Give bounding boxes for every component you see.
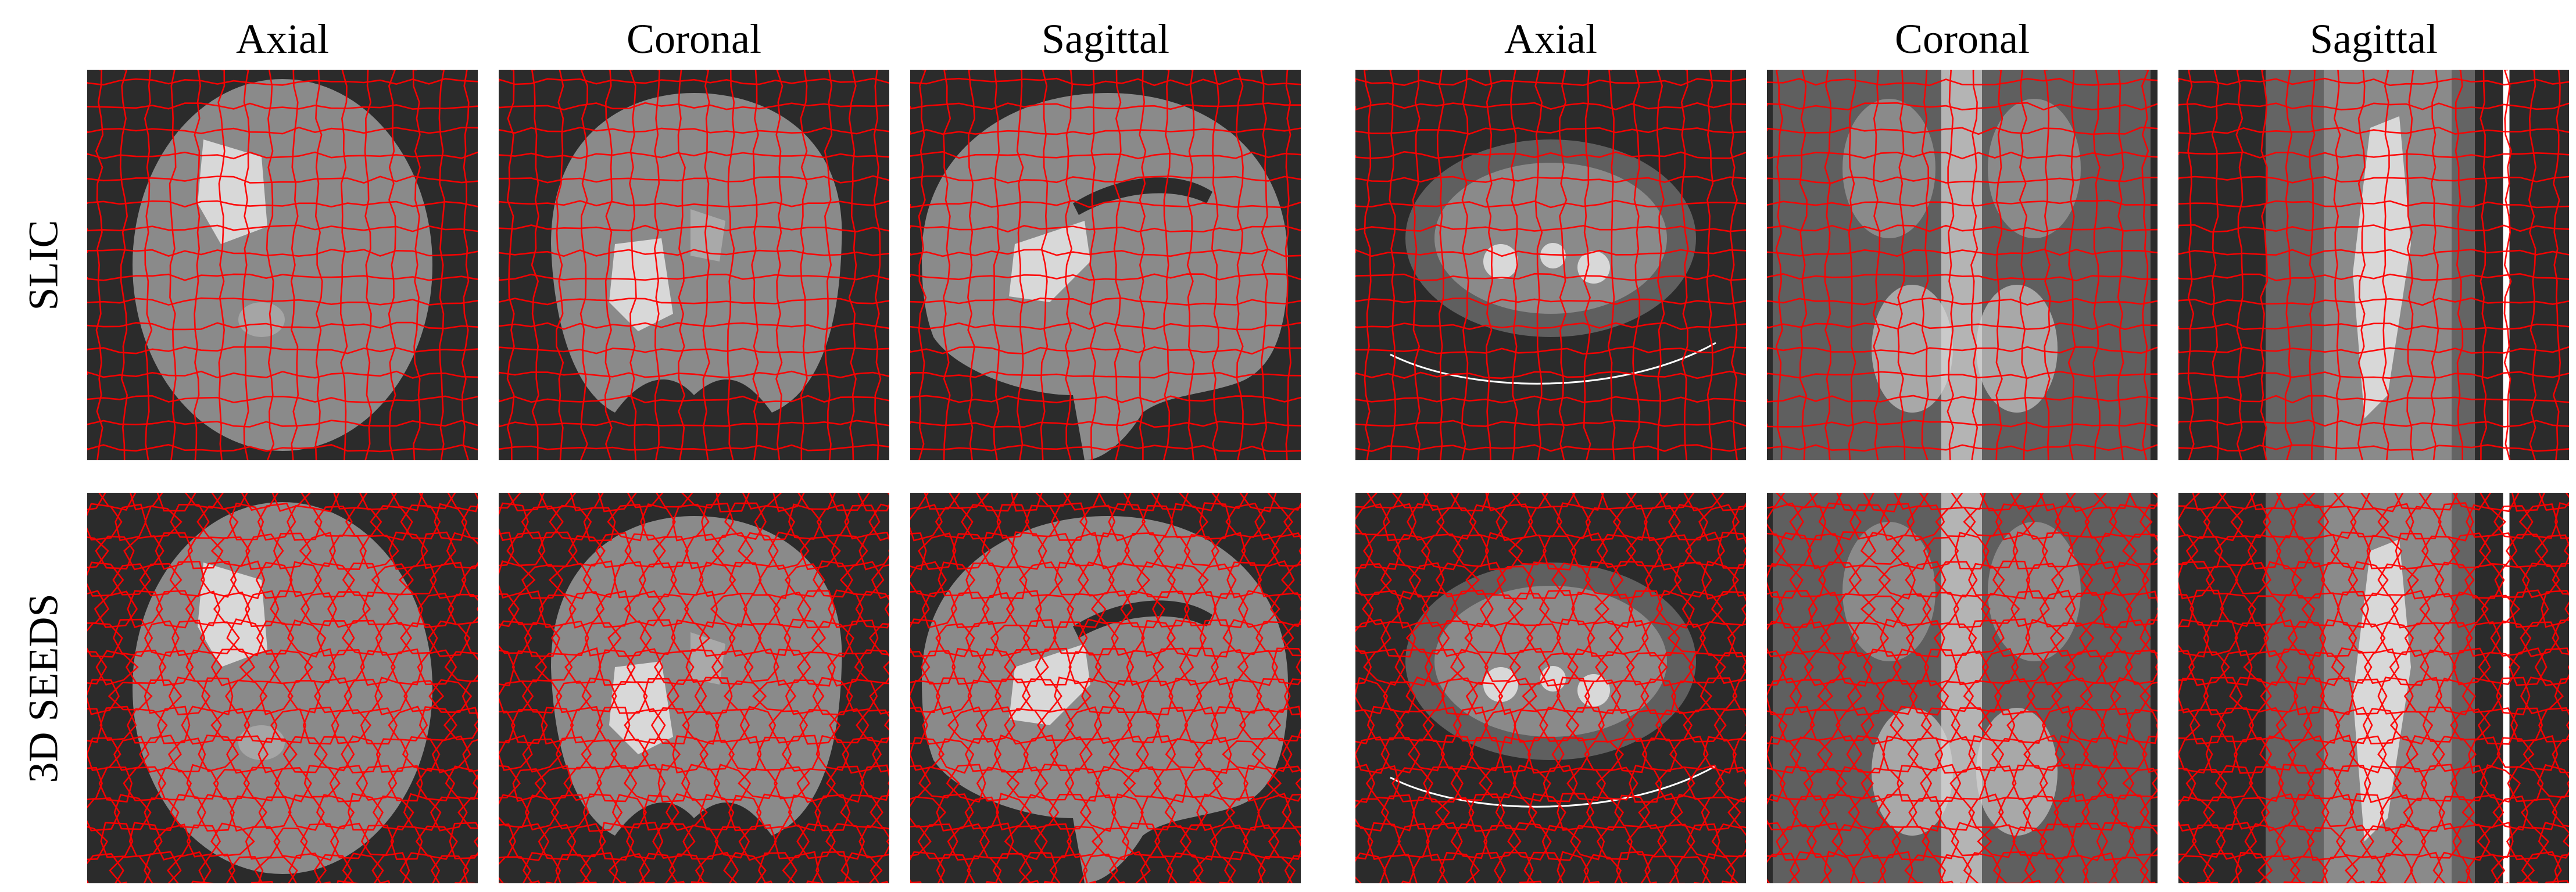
panel-image [910, 70, 1301, 460]
column-title-coronal-abdomen: Coronal [1895, 16, 2030, 62]
panel-seeds-coronal-brain [499, 493, 889, 883]
panel-image [1355, 70, 1746, 460]
panel-image [2178, 493, 2569, 883]
column-title-axial-brain: Axial [236, 16, 329, 62]
row-label-slic-text: SLIC [20, 219, 67, 311]
panel-image [87, 70, 478, 460]
panel-image [499, 493, 889, 883]
row-label-slic: SLIC [0, 70, 87, 460]
panel-slic-axial-abdomen [1355, 70, 1746, 460]
panel-seeds-coronal-abdomen [1767, 493, 2158, 883]
panel-seeds-sagittal-brain [910, 493, 1301, 883]
column-title-sagittal-abdomen: Sagittal [2310, 16, 2438, 62]
panel-image [499, 70, 889, 460]
panel-image [910, 493, 1301, 883]
panel-image [1767, 493, 2158, 883]
panel-image [2178, 70, 2569, 460]
panel-slic-sagittal-abdomen [2178, 70, 2569, 460]
panel-seeds-sagittal-abdomen [2178, 493, 2569, 883]
panel-slic-coronal-brain [499, 70, 889, 460]
column-title-coronal-brain: Coronal [627, 16, 761, 62]
panel-seeds-axial-brain [87, 493, 478, 883]
row-label-3d-seeds: 3D SEEDS [0, 493, 87, 883]
panel-slic-sagittal-brain [910, 70, 1301, 460]
panel-seeds-axial-abdomen [1355, 493, 1746, 883]
row-label-3d-seeds-text: 3D SEEDS [20, 593, 67, 783]
column-title-sagittal-brain: Sagittal [1042, 16, 1169, 62]
panel-image [87, 493, 478, 883]
panel-image [1767, 70, 2158, 460]
panel-slic-axial-brain [87, 70, 478, 460]
column-title-axial-abdomen: Axial [1504, 16, 1597, 62]
panel-image [1355, 493, 1746, 883]
panel-slic-coronal-abdomen [1767, 70, 2158, 460]
